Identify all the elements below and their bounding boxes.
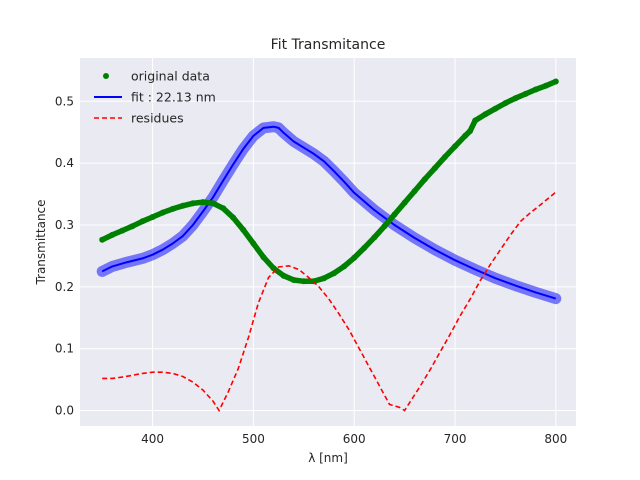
data-point [189,200,196,207]
legend-label-residues: residues [131,111,184,126]
chart-title: Fit Transmitance [271,37,386,53]
data-point [467,128,474,134]
data-point [391,211,398,218]
data-point [381,223,388,230]
data-point [522,90,529,97]
y-tick-label: 0.1 [55,342,74,356]
data-point [351,254,358,261]
data-point [260,254,267,261]
data-point [512,95,519,102]
data-point [321,275,327,282]
data-point [280,272,287,279]
data-point [361,244,368,251]
legend: original data fit : 22.13 nm residues [94,69,216,126]
data-point [169,205,176,212]
y-tick-label: 0.2 [55,280,74,294]
legend-label-original-data: original data [131,69,210,84]
data-point [220,205,227,212]
data-point [230,214,237,221]
fit-line [101,125,557,300]
y-tick-label: 0.4 [55,156,74,170]
data-point [119,227,126,234]
data-point [139,218,146,225]
data-point [240,226,247,233]
x-axis-label: λ [nm] [308,451,348,465]
data-point [200,199,206,206]
data-point [532,86,539,93]
data-point [159,209,166,216]
data-point [371,234,378,241]
data-point [129,223,136,230]
data-point [441,154,448,160]
legend-label-fit: fit : 22.13 nm [131,90,216,105]
data-point [462,132,469,139]
y-axis-label: Transmittance [34,199,48,285]
data-point [290,277,297,283]
y-tick-label: 0.3 [55,218,74,232]
data-point [482,111,489,118]
data-point [421,176,428,183]
x-tick-label: 700 [444,432,467,446]
x-tick-label: 400 [141,432,164,446]
residues-line [102,191,557,413]
data-point [502,100,509,107]
x-tick-label: 800 [544,432,567,446]
series-layer [96,78,562,413]
legend-marker-original-data [103,73,109,79]
data-point [542,82,549,89]
x-tick-label: 600 [343,432,366,446]
data-point [411,188,418,194]
data-point [472,117,479,124]
data-point [341,263,348,270]
ticks: 400 500 600 700 800 0.0 0.1 0.2 0.3 0.4 0.5 [55,94,567,446]
data-point [250,240,257,247]
x-tick-label: 500 [242,432,265,446]
data-point [492,105,499,112]
y-tick-label: 0.5 [55,94,74,108]
data-point [452,143,458,150]
y-tick-label: 0.0 [55,404,74,418]
data-point [149,214,156,220]
data-point [179,202,186,209]
data-point [331,270,337,277]
plot-background [80,58,576,426]
data-point [401,199,408,206]
data-point [431,165,438,172]
data-point [99,236,106,243]
data-point [210,200,217,207]
data-point [109,231,116,238]
data-point [552,78,559,85]
data-point [300,278,307,285]
